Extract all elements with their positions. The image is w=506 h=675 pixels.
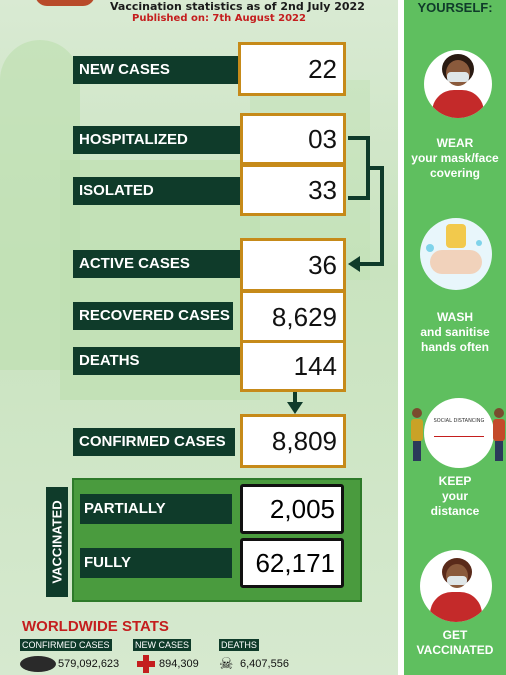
sidebar-item-get-line1: GET bbox=[442, 628, 468, 642]
worldwide-deaths-value: 6,407,556 bbox=[240, 658, 289, 670]
sum-bracket bbox=[348, 136, 370, 200]
mask-person-icon bbox=[424, 50, 492, 118]
hospitalized-value: 03 bbox=[240, 113, 346, 165]
sidebar-item-wear-line2: your mask/face bbox=[411, 151, 499, 165]
active-cases-value: 36 bbox=[240, 238, 346, 292]
person-right-icon bbox=[492, 408, 506, 462]
sidebar-item-wash-line1: WASH bbox=[437, 310, 473, 324]
confirmed-cases-value: 8,809 bbox=[240, 414, 346, 468]
sidebar-title: YOURSELF: bbox=[417, 0, 493, 15]
sidebar-item-get: GET VACCINATED bbox=[404, 628, 506, 658]
deaths-label: DEATHS bbox=[73, 347, 241, 375]
worldwide-confirmed-tag: CONFIRMED CASES bbox=[20, 639, 112, 651]
isolated-label: ISOLATED bbox=[73, 177, 241, 205]
isolated-value: 33 bbox=[240, 164, 346, 216]
worldwide-confirmed-value: 579,092,623 bbox=[58, 658, 120, 670]
vaccinated-person-icon bbox=[420, 550, 492, 622]
new-cases-label: NEW CASES bbox=[73, 56, 241, 84]
sidebar-item-keep-line3: distance bbox=[430, 504, 480, 518]
arrow-down-icon bbox=[287, 402, 303, 414]
skull-icon: ☠ bbox=[219, 654, 234, 673]
vaccinated-side-label: VACCINATED bbox=[46, 487, 68, 597]
recovered-cases-value: 8,629 bbox=[240, 290, 346, 344]
sidebar-item-get-line2: VACCINATED bbox=[416, 643, 494, 657]
partially-vaccinated-label: PARTIALLY bbox=[80, 494, 232, 524]
bracket-connector bbox=[368, 166, 384, 170]
new-cases-value: 22 bbox=[238, 42, 346, 96]
fully-vaccinated-label: FULLY bbox=[80, 548, 232, 578]
sidebar-item-wear-line3: covering bbox=[429, 166, 480, 180]
arrow-down-shaft bbox=[293, 392, 297, 404]
deaths-value: 144 bbox=[240, 340, 346, 392]
hand-wash-icon bbox=[420, 218, 492, 290]
social-distancing-icon: SOCIAL DISTANCING bbox=[424, 398, 494, 468]
bracket-connector bbox=[358, 262, 384, 266]
person-left-icon bbox=[410, 408, 424, 462]
emblem-icon bbox=[35, 0, 95, 6]
arrow-left-icon bbox=[348, 256, 360, 272]
recovered-cases-label: RECOVERED CASES bbox=[73, 302, 233, 330]
sidebar-item-keep-line1: KEEP bbox=[438, 474, 472, 488]
vaccinated-title: VACCINATED bbox=[49, 500, 65, 584]
header-published-date: Published on: 7th August 2022 bbox=[132, 13, 306, 24]
sidebar-item-wear: WEAR your mask/face covering bbox=[404, 136, 506, 181]
sidebar-item-keep: KEEP your distance bbox=[404, 474, 506, 519]
globe-icon bbox=[20, 656, 56, 672]
hospitalized-label: HOSPITALIZED bbox=[73, 126, 241, 154]
active-cases-label: ACTIVE CASES bbox=[73, 250, 241, 278]
partially-vaccinated-value: 2,005 bbox=[240, 484, 344, 534]
sidebar-item-keep-line2: your bbox=[441, 489, 468, 503]
social-distancing-sign: SOCIAL DISTANCING bbox=[433, 418, 485, 424]
confirmed-cases-label: CONFIRMED CASES bbox=[73, 428, 235, 456]
worldwide-new-value: 894,309 bbox=[159, 658, 199, 670]
worldwide-stats-title: WORLDWIDE STATS bbox=[22, 618, 169, 635]
red-cross-icon bbox=[137, 655, 155, 673]
sidebar-item-wash-line3: hands often bbox=[421, 340, 489, 354]
sidebar-item-wash: WASH and sanitise hands often bbox=[404, 310, 506, 355]
worldwide-deaths-tag: DEATHS bbox=[219, 639, 259, 651]
sidebar-item-wear-line1: WEAR bbox=[436, 136, 474, 150]
worldwide-new-tag: NEW CASES bbox=[133, 639, 192, 651]
fully-vaccinated-value: 62,171 bbox=[240, 538, 344, 588]
sidebar-item-wash-line2: and sanitise bbox=[420, 325, 490, 339]
bracket-connector bbox=[380, 166, 384, 266]
panel-divider bbox=[398, 0, 404, 675]
header-title: Vaccination statistics as of 2nd July 20… bbox=[110, 0, 365, 13]
